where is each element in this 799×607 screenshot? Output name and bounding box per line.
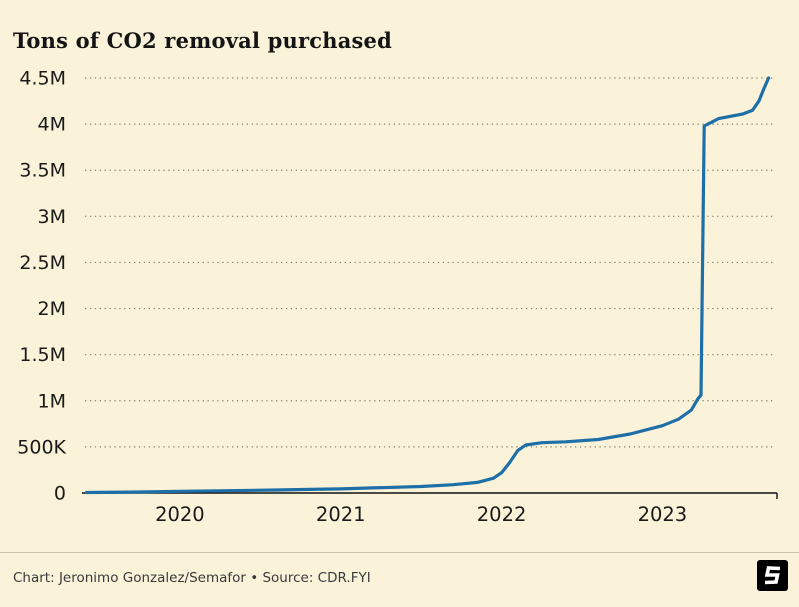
y-tick-label: 2.5M [19, 252, 66, 274]
x-tick-label: 2023 [638, 503, 688, 526]
x-tick-label: 2021 [316, 503, 366, 526]
co2-removal-line [84, 76, 771, 495]
chart-title: Tons of CO2 removal purchased [13, 28, 393, 54]
y-tick-label: 4M [38, 114, 66, 136]
semafor-s-icon [764, 566, 781, 585]
x-tick-label: 2020 [155, 503, 205, 526]
y-tick-label: 3.5M [19, 160, 66, 182]
y-tick-label: 2M [38, 298, 66, 320]
line-chart: 0 500K 1M 1.5M 2M 2.5M 3M 3.5M 4M 4.5M 2020 2021 202… [17, 68, 778, 526]
footer-divider [0, 552, 799, 553]
y-tick-label: 0 [54, 483, 66, 505]
y-tick-label: 4.5M [19, 68, 66, 90]
y-tick-label: 1M [38, 390, 66, 412]
credit-text: Chart: Jeronimo Gonzalez/Semafor • Sourc… [13, 570, 371, 586]
y-tick-label: 3M [38, 206, 66, 228]
y-tick-label: 1.5M [19, 344, 66, 366]
x-tick-label: 2022 [477, 503, 527, 526]
y-tick-label: 500K [17, 436, 66, 458]
semafor-logo [757, 560, 788, 591]
